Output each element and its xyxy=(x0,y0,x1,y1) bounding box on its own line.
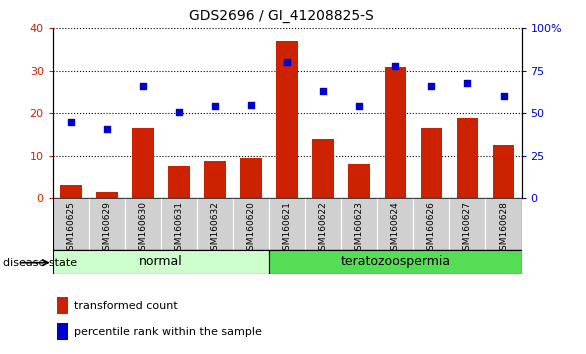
Text: GDS2696 / GI_41208825-S: GDS2696 / GI_41208825-S xyxy=(189,9,374,23)
Text: GSM160630: GSM160630 xyxy=(138,201,148,256)
Bar xyxy=(132,128,154,198)
Bar xyxy=(493,145,515,198)
Point xyxy=(102,126,111,131)
Text: percentile rank within the sample: percentile rank within the sample xyxy=(74,327,262,337)
Text: teratozoospermia: teratozoospermia xyxy=(340,256,451,268)
Bar xyxy=(349,164,370,198)
Text: GSM160622: GSM160622 xyxy=(319,201,328,256)
Bar xyxy=(168,166,190,198)
Point xyxy=(210,104,220,109)
Point xyxy=(463,80,472,86)
Bar xyxy=(384,67,406,198)
Bar xyxy=(277,41,298,198)
Text: GSM160621: GSM160621 xyxy=(282,201,292,256)
Text: GSM160620: GSM160620 xyxy=(247,201,255,256)
Point xyxy=(319,88,328,94)
Point xyxy=(66,119,76,125)
Point xyxy=(391,63,400,69)
Bar xyxy=(57,297,68,314)
Bar xyxy=(269,250,522,274)
Point xyxy=(427,83,436,89)
Text: GSM160625: GSM160625 xyxy=(66,201,75,256)
Point xyxy=(355,104,364,109)
Text: disease state: disease state xyxy=(3,258,77,268)
Point xyxy=(499,93,508,99)
Bar xyxy=(60,185,81,198)
Bar xyxy=(421,128,442,198)
Text: GSM160626: GSM160626 xyxy=(427,201,436,256)
Point xyxy=(246,102,255,108)
Point xyxy=(282,59,292,65)
Bar xyxy=(312,139,334,198)
Text: GSM160629: GSM160629 xyxy=(103,201,111,256)
Text: GSM160628: GSM160628 xyxy=(499,201,508,256)
Bar xyxy=(240,158,262,198)
Point xyxy=(138,83,148,89)
Bar xyxy=(53,250,269,274)
Text: transformed count: transformed count xyxy=(74,301,178,311)
Bar xyxy=(456,118,478,198)
Bar xyxy=(96,192,118,198)
Text: GSM160631: GSM160631 xyxy=(175,201,183,256)
Point xyxy=(174,109,183,114)
Text: GSM160624: GSM160624 xyxy=(391,201,400,256)
Text: GSM160632: GSM160632 xyxy=(210,201,220,256)
Bar xyxy=(204,161,226,198)
Text: GSM160627: GSM160627 xyxy=(463,201,472,256)
Text: GSM160623: GSM160623 xyxy=(355,201,364,256)
Bar xyxy=(57,323,68,340)
Text: normal: normal xyxy=(139,256,183,268)
